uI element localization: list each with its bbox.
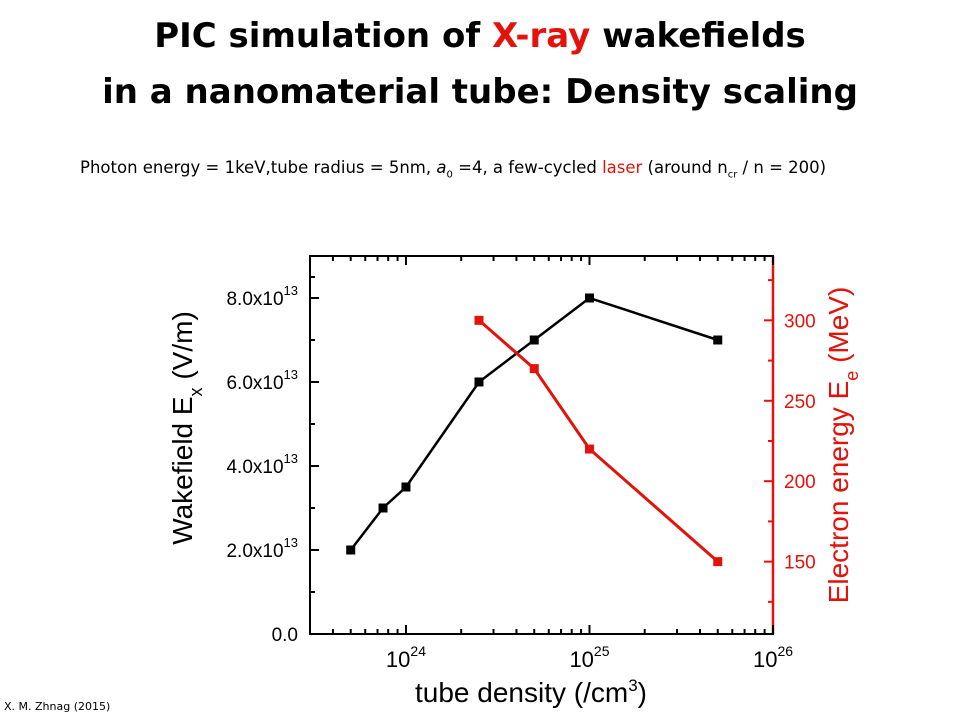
subtitle-part1: Photon energy = 1keV,tube radius = 5nm,	[80, 158, 437, 177]
data-point-left	[378, 503, 388, 513]
right-tick-label: 250	[784, 392, 816, 413]
data-point-left	[474, 377, 484, 387]
ncr-subscript: cr	[727, 169, 738, 181]
right-tick-label: 150	[784, 553, 816, 574]
series-line-right	[478, 319, 719, 563]
subtitle-laser: laser	[602, 158, 643, 177]
slide-title-line1: PIC simulation of X-ray wakefields	[0, 14, 960, 58]
left-tick-label: 6.0x1013	[226, 367, 298, 394]
slide-title-line2: in a nanomaterial tube: Density scaling	[102, 72, 858, 112]
right-axis-label: Electron energy Ee (MeV)	[823, 287, 862, 604]
a-subscript: 0	[446, 169, 453, 181]
left-axis-label: Wakefield Ex (V/m)	[167, 311, 206, 545]
title-accent: X-ray	[491, 16, 591, 56]
credit: X. M. Zhnag (2015)	[4, 700, 111, 713]
x-tick-label: 1024	[386, 643, 426, 672]
right-tick-label: 300	[784, 311, 816, 332]
data-point-right	[713, 557, 723, 567]
data-point-right	[584, 444, 594, 454]
left-tick-label: 0.0	[272, 625, 298, 646]
data-point-right	[474, 315, 484, 325]
data-point-left	[584, 293, 594, 303]
data-point-left	[401, 482, 411, 492]
left-tick-label: 4.0x1013	[226, 451, 298, 478]
data-point-left	[713, 335, 723, 345]
left-axis-ticks: 0.0 2.0x1013 4.0x1013 6.0x1013 8.0x1013	[226, 276, 319, 646]
data-point-left	[529, 335, 539, 345]
data-point-left	[346, 545, 356, 555]
subtitle: Photon energy = 1keV,tube radius = 5nm, …	[80, 158, 960, 180]
left-tick-label: 8.0x1013	[226, 283, 298, 310]
a-symbol: a	[436, 158, 447, 177]
x-tick-label: 1026	[753, 643, 793, 672]
right-axis-ticks: 150 200 250 300	[764, 279, 816, 603]
subtitle-part2: =4, a few-cycled	[452, 158, 603, 177]
data-point-right	[529, 364, 539, 374]
plot-frame	[309, 255, 774, 635]
right-tick-label: 200	[784, 472, 816, 493]
title-part1: PIC simulation of	[154, 16, 492, 56]
series-group	[346, 293, 723, 567]
x-axis-ticks: 1024 1025 1026	[309, 256, 793, 672]
subtitle-part4: / n = 200)	[737, 158, 827, 177]
title-part2: wakefields	[590, 16, 806, 56]
x-axis-label: tube density (/cm3)	[415, 676, 647, 708]
x-tick-label: 1025	[569, 643, 609, 672]
subtitle-part3: (around n	[642, 158, 728, 177]
left-tick-label: 2.0x1013	[226, 535, 298, 562]
